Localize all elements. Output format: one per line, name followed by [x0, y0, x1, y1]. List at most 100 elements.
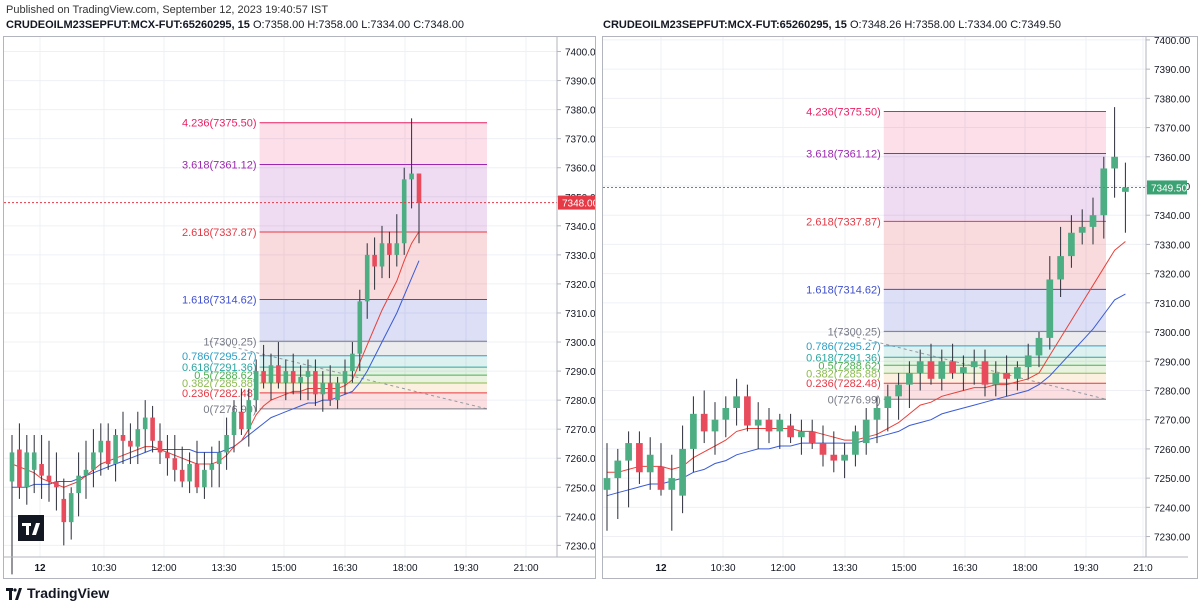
candle-body	[142, 417, 148, 430]
candle	[39, 434, 44, 499]
candle	[283, 359, 289, 401]
time-tick-label: 19:30	[453, 563, 478, 574]
candle	[754, 402, 762, 449]
candle	[342, 359, 348, 395]
tradingview-brand: TradingView	[27, 585, 110, 601]
time-tick-label: 12	[655, 563, 667, 574]
price-tick-label: 7370.00	[565, 135, 595, 146]
candle-body	[938, 361, 946, 379]
candle	[1003, 355, 1010, 397]
candle	[268, 353, 274, 401]
candle-body	[327, 382, 333, 401]
last-price-label: 7348.00	[562, 199, 595, 210]
candle	[91, 429, 96, 488]
candle	[179, 446, 185, 488]
price-tick-label: 7390.00	[565, 77, 595, 88]
candle-body	[128, 440, 133, 447]
candle	[744, 384, 751, 432]
candle-body	[992, 372, 1000, 385]
fib-zone	[259, 392, 487, 409]
chart-2-symbol[interactable]: CRUDEOILM23SEPFUT:MCX-FUT:65260295, 15	[603, 19, 847, 31]
price-tick-label: 7230.00	[1154, 533, 1191, 544]
candle	[1100, 156, 1108, 239]
fib-zone	[883, 331, 1106, 346]
candle	[9, 434, 15, 575]
candle	[646, 437, 654, 490]
price-tick-label: 7380.00	[1154, 94, 1191, 105]
candle-body	[120, 434, 126, 441]
candle-body	[884, 396, 892, 409]
candle-body	[1078, 226, 1086, 233]
candle-body	[209, 464, 215, 470]
candle-body	[830, 454, 838, 461]
time-tick-label: 16:30	[332, 563, 357, 574]
chart-2-canvas[interactable]: 0(7276.99)0.236(7282.48)0.382(7285.88)0.…	[603, 37, 1197, 578]
fib-zone	[259, 122, 487, 165]
candle-body	[394, 243, 400, 255]
time-tick-label: 12:00	[151, 563, 176, 574]
candle	[83, 440, 89, 499]
candle	[895, 372, 902, 420]
candle-body	[668, 478, 676, 490]
fib-zone	[883, 365, 1106, 374]
fib-level-label: 4.236(7375.50)	[806, 106, 881, 118]
fib-level-label: 0.786(7295.27)	[806, 341, 881, 353]
candle-body	[150, 417, 155, 441]
candle	[1046, 256, 1054, 350]
fib-level-label: 1.618(7314.62)	[182, 295, 257, 307]
candle	[1024, 343, 1032, 379]
candle	[668, 454, 676, 531]
candle-body	[335, 382, 340, 401]
fib-zone	[883, 111, 1106, 154]
price-tick-label: 7240.00	[565, 512, 595, 523]
candle-body	[387, 243, 392, 255]
candle-body	[268, 365, 274, 383]
price-tick-label: 7280.00	[1154, 386, 1191, 397]
tradingview-logo[interactable]: TradingView	[6, 585, 109, 601]
candle-body	[320, 382, 326, 395]
fib-extension: 0(7276.99)0.236(7282.48)0.382(7285.88)0.…	[806, 106, 1107, 406]
candle	[884, 384, 892, 432]
candle	[54, 452, 59, 511]
candle	[1068, 215, 1075, 268]
candle-body	[646, 454, 654, 473]
price-tick-label: 7260.00	[565, 454, 595, 465]
candle-body	[105, 440, 111, 465]
candle-body	[895, 384, 902, 397]
chart-1-symbol[interactable]: CRUDEOILM23SEPFUT:MCX-FUT:65260295, 15	[6, 19, 250, 31]
candle	[61, 478, 67, 546]
candle-body	[679, 448, 686, 496]
candle-body	[172, 458, 178, 470]
fib-level-label: 1(7300.25)	[828, 326, 881, 338]
chart-1-frame[interactable]: 0(7276.99) 0.236(7282.48) 0.382(7285.88) 0.…	[3, 36, 596, 579]
candle	[873, 396, 881, 444]
candle	[335, 376, 340, 409]
fib-zone	[259, 383, 487, 393]
candle	[916, 349, 924, 391]
candle-body	[31, 452, 37, 470]
chart-1-ohlc: O:7358.00 H:7358.00 L:7334.00 C:7348.00	[252, 19, 464, 31]
candle-body	[625, 443, 632, 461]
candle	[690, 396, 697, 473]
candle-body	[776, 419, 784, 432]
chart-2-frame[interactable]: 0(7276.99) 0.236(7282.48) 0.382(7285.88) 0.…	[602, 36, 1198, 579]
chart-2-ohlc: O:7348.26 H:7358.00 L:7334.00 C:7349.50	[849, 19, 1061, 31]
time-tick-label: 12	[34, 563, 46, 574]
candle	[313, 359, 318, 406]
candle-body	[39, 464, 44, 476]
candle	[679, 425, 686, 514]
candle-body	[246, 400, 252, 430]
candle-body	[744, 396, 751, 426]
candle	[68, 487, 74, 540]
candle-body	[372, 254, 377, 267]
candle-body	[1024, 355, 1032, 368]
chart-1-canvas[interactable]: 0(7276.99)0.236(7282.48)0.382(7285.88)0.…	[4, 37, 595, 578]
tv-watermark-bg	[18, 515, 44, 541]
candle	[31, 434, 37, 494]
candle	[327, 365, 333, 406]
candle	[350, 342, 355, 383]
candle-body	[76, 475, 81, 494]
candle-body	[239, 411, 244, 430]
candle-body	[1089, 215, 1097, 227]
candle	[1122, 162, 1129, 233]
